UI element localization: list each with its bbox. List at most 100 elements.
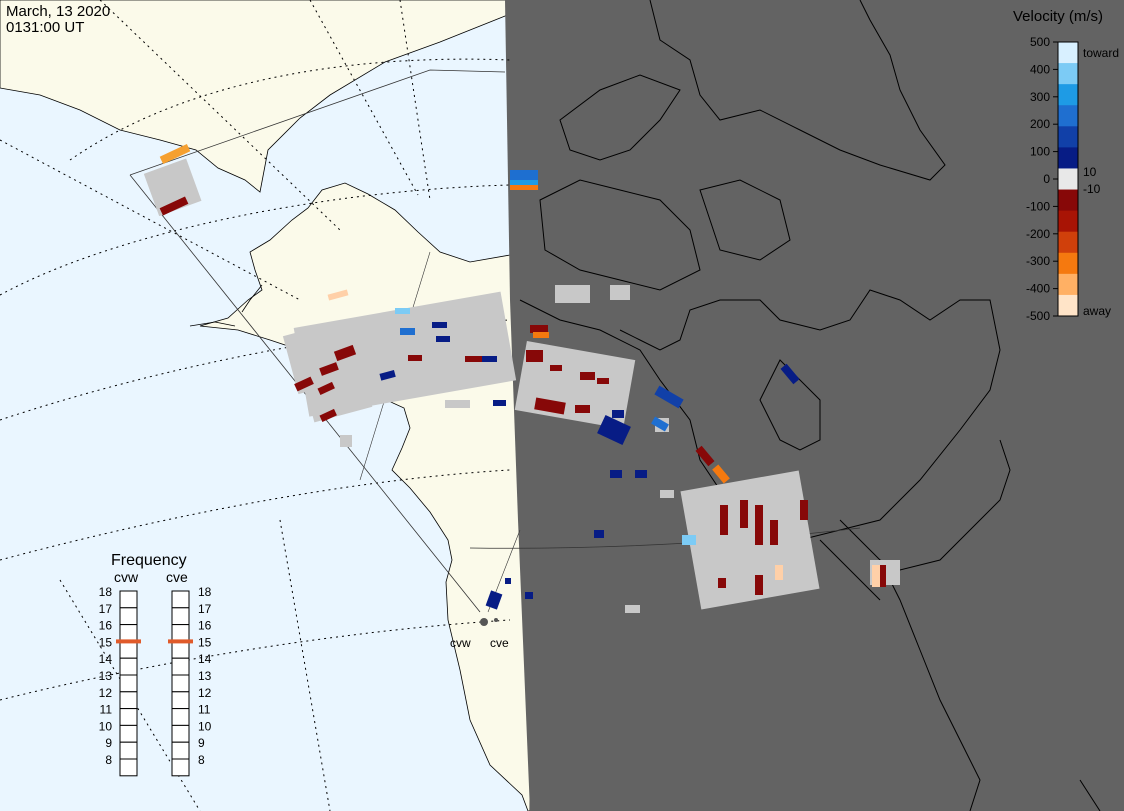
frequency-level-label: 12 — [99, 686, 113, 700]
velocity-echoes — [159, 144, 886, 610]
velocity-swatch — [1058, 231, 1078, 254]
velocity-swatch — [1058, 189, 1078, 212]
velocity-tick-label: 400 — [1030, 62, 1050, 76]
frequency-cell-cvw — [119, 657, 138, 676]
fov-arc — [129, 69, 506, 176]
frequency-level-label: 11 — [198, 703, 211, 717]
radar-site-cve-label: cve — [490, 636, 509, 650]
night-coastlines — [519, 0, 1101, 811]
velocity-swatch — [1058, 168, 1078, 191]
velocity-tick-label: 500 — [1030, 35, 1050, 49]
velocity-tick-label: -400 — [1026, 282, 1050, 296]
fov-west-edge — [129, 174, 481, 613]
frequency-cell-cvw — [119, 674, 138, 693]
velocity-colorbar — [1058, 42, 1078, 317]
velocity-swatch — [1058, 252, 1078, 275]
frequency-level-label: 17 — [99, 602, 113, 616]
ground-scatter — [143, 158, 900, 613]
night-side — [505, 0, 1124, 811]
frequency-cell-cve — [171, 590, 190, 609]
frequency-level-label: 18 — [198, 585, 212, 599]
frequency-cell-cvw — [119, 624, 138, 642]
frequency-cell-cve — [171, 724, 190, 743]
frequency-level-label: 10 — [99, 719, 113, 733]
velocity-tick-label: 100 — [1030, 145, 1050, 159]
velocity-tick-label: 200 — [1030, 117, 1050, 131]
velocity-tick-label: 300 — [1030, 90, 1050, 104]
graticule — [0, 0, 511, 811]
velocity-swatch — [1058, 42, 1078, 64]
velocity-tick-label: -500 — [1026, 309, 1050, 323]
frequency-cell-cvw — [119, 741, 138, 760]
velocity-swatch — [1058, 105, 1078, 127]
frequency-level-label: 13 — [99, 669, 113, 683]
velocity-small-tick-10: 10 — [1083, 165, 1097, 179]
velocity-tick-label: -300 — [1026, 254, 1050, 268]
time-label: 0131:00 UT — [6, 19, 84, 36]
frequency-cell-cvw — [119, 708, 138, 726]
frequency-level-label: 15 — [99, 635, 113, 649]
frequency-level-label: 16 — [99, 619, 113, 633]
frequency-cell-cvw — [119, 607, 138, 626]
frequency-cell-cvw — [119, 590, 138, 609]
velocity-swatch — [1058, 126, 1078, 148]
frequency-level-label: 13 — [198, 669, 212, 683]
frequency-radar-cvw: cvw — [114, 569, 139, 585]
frequency-level-label: 15 — [198, 635, 212, 649]
frequency-level-label: 10 — [198, 719, 212, 733]
frequency-selected-marker-cvw — [116, 639, 141, 644]
frequency-level-label: 9 — [198, 736, 205, 750]
velocity-legend-title: Velocity (m/s) — [1013, 8, 1103, 25]
frequency-title: Frequency — [111, 552, 187, 569]
velocity-away-label: away — [1083, 304, 1111, 318]
radar-site-cvw-label: cvw — [450, 636, 471, 650]
velocity-swatch — [1058, 84, 1078, 106]
frequency-cell-cvw — [119, 724, 138, 743]
frequency-cell-cvw — [119, 758, 138, 777]
velocity-toward-label: toward — [1083, 46, 1119, 60]
frequency-cell-cve — [171, 758, 190, 777]
frequency-cell-cve — [171, 657, 190, 676]
frequency-level-label: 18 — [99, 585, 113, 599]
frequency-level-label: 9 — [105, 736, 112, 750]
frequency-level-label: 12 — [198, 686, 212, 700]
velocity-tick-label: 0 — [1043, 172, 1050, 186]
frequency-level-label: 14 — [99, 652, 113, 666]
land-asia — [0, 0, 511, 193]
velocity-swatch — [1058, 210, 1078, 233]
frequency-panel: Frequency cvw cve 1817161514131211109818… — [99, 552, 212, 777]
alaska-coast — [241, 284, 263, 313]
velocity-tick-label: -100 — [1026, 199, 1050, 213]
frequency-cell-cvw — [119, 691, 138, 710]
frequency-level-label: 17 — [198, 602, 212, 616]
frequency-level-label: 11 — [100, 703, 113, 717]
frequency-level-label: 14 — [198, 652, 212, 666]
date-label: March, 13 2020 — [6, 3, 110, 20]
frequency-cell-cve — [171, 741, 190, 760]
frequency-cell-cve — [171, 640, 190, 659]
frequency-cell-cve — [171, 624, 190, 642]
frequency-selected-marker-cve — [168, 639, 193, 644]
radar-site-cvw-marker — [480, 618, 488, 626]
frequency-level-label: 8 — [105, 753, 112, 767]
aleutian-coast — [189, 321, 236, 327]
velocity-swatch — [1058, 63, 1078, 85]
frequency-cell-cve — [171, 607, 190, 626]
velocity-swatch — [1058, 147, 1078, 169]
frequency-cell-cve — [171, 674, 190, 693]
frequency-cell-cve — [171, 691, 190, 710]
frequency-cell-cve — [171, 708, 190, 726]
frequency-level-label: 16 — [198, 619, 212, 633]
velocity-colorbar-ticks: 500 400 300 200 100 0 -100 -200 -300 -400 -500 — [1026, 35, 1058, 323]
frequency-columns: 18 17 16 15 14 13 12 11 10 9 8 18 17 16 15 14 13 12 11 10 9 8 — [99, 585, 212, 777]
frequency-cell-cvw — [119, 640, 138, 659]
frequency-level-label: 8 — [198, 753, 205, 767]
velocity-swatch — [1058, 273, 1078, 296]
velocity-swatch — [1058, 294, 1078, 317]
velocity-legend: Velocity (m/s) 500 400 300 200 100 0 -100 -200 -… — [1013, 8, 1119, 323]
velocity-small-tick-neg10: -10 — [1083, 182, 1101, 196]
radar-site-cve-marker — [494, 618, 498, 622]
frequency-radar-cve: cve — [166, 569, 188, 585]
velocity-tick-label: -200 — [1026, 227, 1050, 241]
